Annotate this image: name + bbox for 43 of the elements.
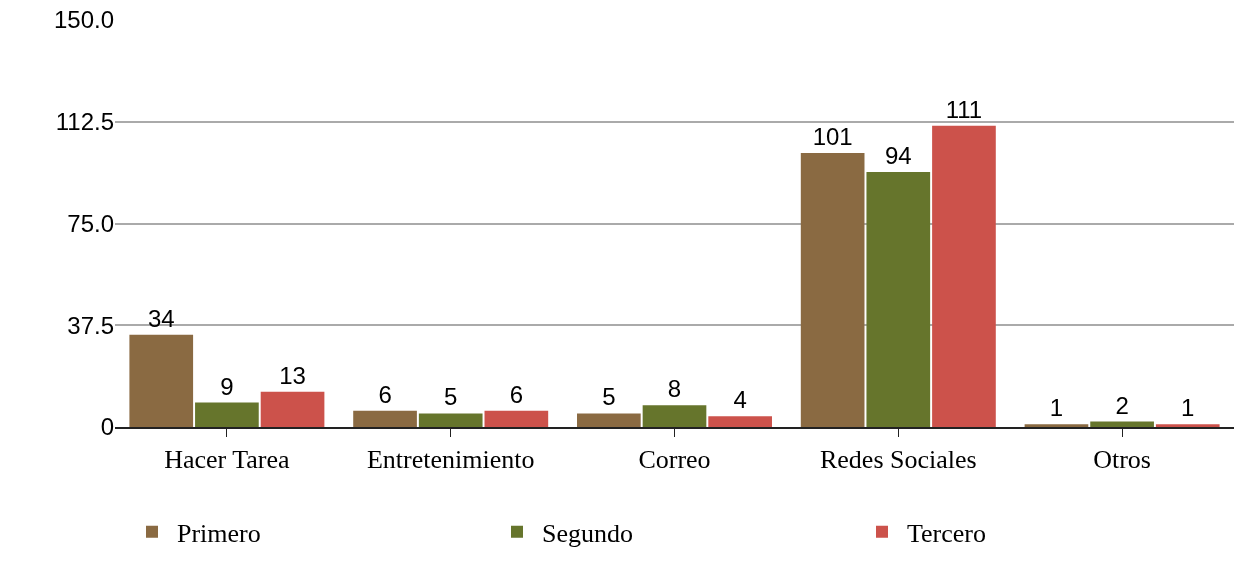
x-tick-label: Entretenimiento (366, 445, 535, 475)
y-tick-label: 75.0 (67, 209, 114, 237)
bar (932, 125, 996, 427)
legend-label: Tercero (907, 518, 987, 548)
bar (195, 402, 259, 427)
bar (1024, 424, 1089, 427)
data-label: 2 (1115, 391, 1129, 419)
data-label: 8 (667, 375, 682, 403)
data-label: 94 (884, 141, 912, 169)
bar (800, 152, 865, 427)
data-label: 5 (444, 383, 458, 411)
data-label: 9 (220, 372, 234, 400)
bar (866, 171, 931, 427)
data-label: 101 (812, 122, 853, 150)
y-tick-label: 0 (100, 413, 114, 441)
data-label: 6 (378, 380, 392, 408)
bar (708, 416, 772, 427)
bar (484, 410, 549, 427)
x-tick-label: Hacer Tarea (164, 445, 291, 475)
bar (1155, 424, 1220, 427)
y-tick-label: 37.5 (67, 311, 114, 339)
data-label: 111 (945, 95, 983, 123)
data-label: 5 (602, 383, 616, 411)
bar (353, 410, 417, 427)
data-label: 6 (509, 380, 524, 408)
bar (418, 413, 483, 427)
x-tick-label: Otros (1093, 445, 1151, 475)
data-label: 34 (147, 304, 175, 332)
bar (1090, 421, 1154, 427)
x-tick-label: Redes Sociales (819, 445, 977, 475)
legend-label: Segundo (542, 518, 633, 548)
bar (642, 405, 707, 427)
x-tick-label: Correo (638, 445, 711, 475)
data-label: 13 (279, 361, 306, 389)
y-tick-label: 150.0 (53, 6, 114, 34)
bar (260, 391, 325, 427)
bar (129, 334, 194, 427)
data-label: 1 (1049, 394, 1064, 422)
bar (577, 413, 641, 427)
y-tick-label: 112.5 (55, 108, 114, 136)
legend-label: Primero (177, 518, 261, 548)
data-label: 4 (733, 386, 747, 414)
data-label: 1 (1181, 394, 1195, 422)
